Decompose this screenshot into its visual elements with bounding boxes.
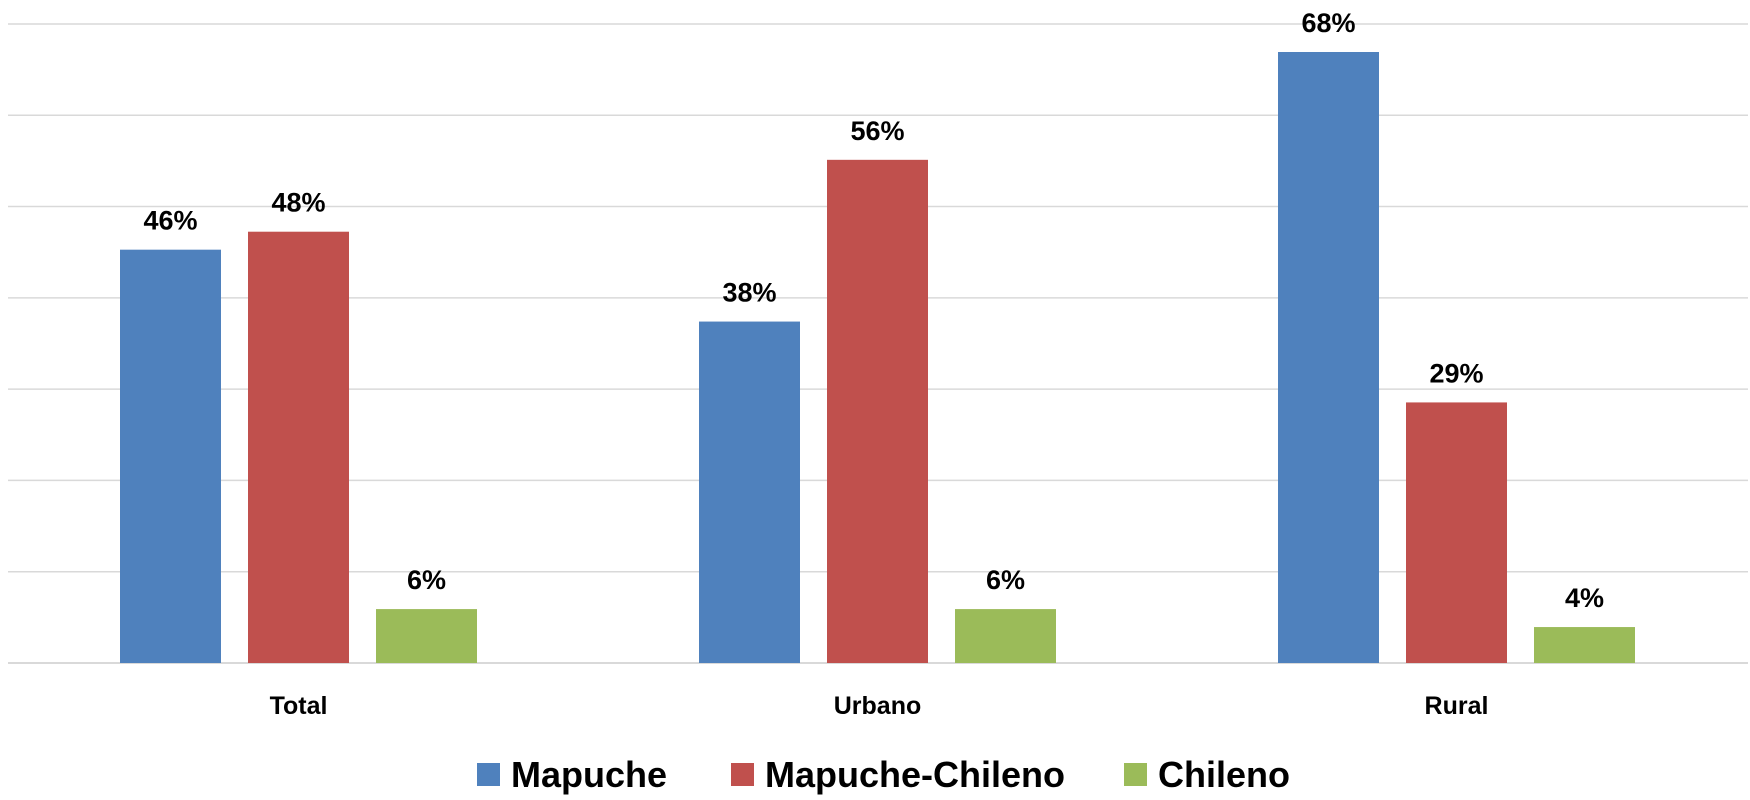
legend-label-chileno: Chileno [1158,754,1290,795]
bars [120,52,1635,664]
data-label: 46% [143,206,197,236]
bar-mapuche-chileno-rural [1406,402,1507,663]
data-label: 48% [271,188,325,218]
legend-label-mapuche-chileno: Mapuche-Chileno [765,754,1065,795]
data-label: 6% [986,565,1025,595]
bar-mapuche-rural [1278,52,1379,663]
category-label-rural: Rural [1425,692,1489,720]
bar-mapuche-total [120,249,221,664]
legend-swatch-mapuche [477,763,500,786]
category-axis: Total Urbano Rural [270,692,1489,720]
data-label: 29% [1429,358,1483,388]
legend-swatch-mapuche-chileno [731,763,754,786]
data-label: 6% [407,565,446,595]
data-label: 56% [850,116,904,146]
data-label: 38% [722,278,776,308]
category-label-total: Total [270,692,328,720]
legend-swatch-chileno [1124,763,1147,786]
bar-chileno-rural [1534,627,1635,663]
legend: Mapuche Mapuche-Chileno Chileno [477,754,1290,795]
data-label: 68% [1301,8,1355,38]
legend-label-mapuche: Mapuche [511,754,667,795]
bar-chileno-urbano [955,609,1056,663]
category-label-urbano: Urbano [834,692,922,720]
bar-mapuche-urbano [699,321,800,663]
data-label: 4% [1565,583,1604,613]
bar-mapuche-chileno-total [248,231,349,664]
data-labels: 46% 48% 6% 38% 56% 6% 68% 29% 4% [143,8,1604,613]
bar-chileno-total [376,609,477,663]
bar-mapuche-chileno-urbano [827,159,928,663]
